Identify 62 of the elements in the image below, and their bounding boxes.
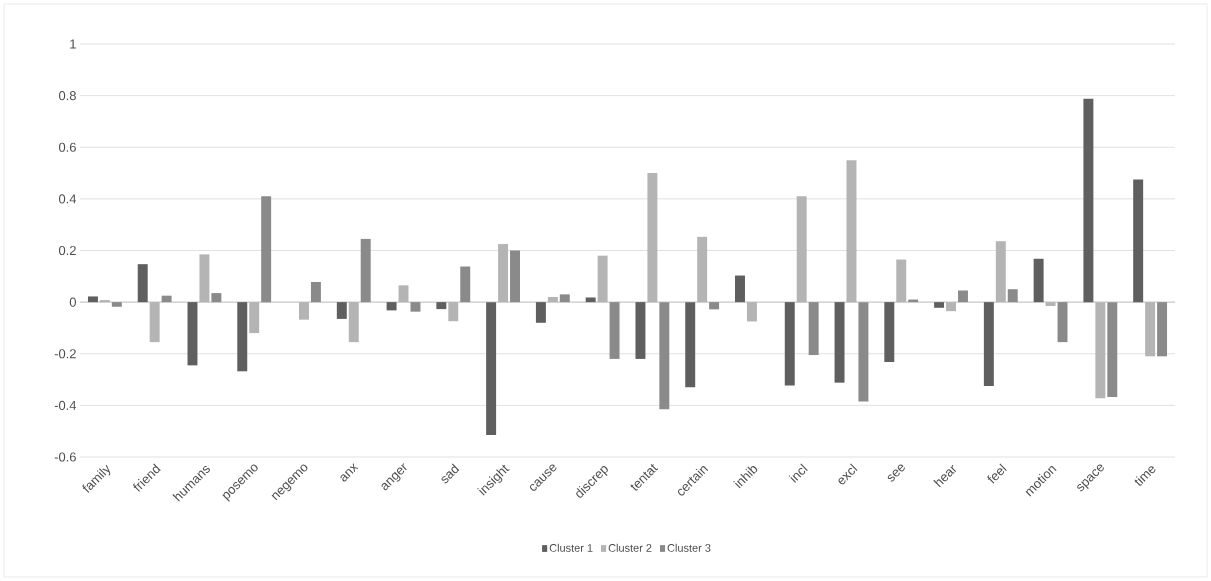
bar: [983, 302, 994, 387]
x-tick-label: time: [1134, 466, 1156, 486]
y-tick-label: 0.2: [58, 245, 76, 256]
bar: [559, 294, 570, 303]
x-tick-label: excl: [838, 463, 858, 485]
bar: [1083, 98, 1094, 303]
bar: [360, 238, 371, 303]
bar: [659, 302, 670, 410]
bar: [87, 296, 98, 303]
bar: [535, 302, 546, 323]
bar: [161, 295, 172, 303]
bar: [310, 281, 321, 303]
x-tick-label: hear: [933, 464, 957, 488]
legend-label: Cluster 3: [667, 543, 711, 552]
bar: [1133, 179, 1144, 303]
bar: [187, 302, 198, 366]
bar: [808, 302, 819, 356]
y-tick-label: -0.2: [54, 349, 76, 359]
bar: [510, 250, 520, 303]
y-tick-label: 1: [70, 39, 76, 49]
bar: [336, 302, 347, 319]
bar: [460, 266, 471, 303]
x-tick-label: anx: [340, 463, 359, 482]
bar: [834, 302, 845, 383]
bar: [486, 302, 497, 436]
bar: [1107, 302, 1118, 398]
bar: [858, 302, 869, 402]
y-tick-label: 0.8: [58, 91, 76, 101]
y-tick-label: -0.4: [54, 400, 77, 410]
bar: [1007, 289, 1018, 303]
legend-label: Cluster 1: [549, 543, 593, 552]
y-tick-label: 0: [69, 297, 76, 307]
bar: [784, 302, 795, 386]
bar: [735, 275, 745, 303]
bar: [884, 302, 895, 363]
bar: [237, 302, 248, 372]
x-tick-label: incl: [788, 463, 808, 483]
x-tick-label: see: [887, 464, 905, 482]
bar: [386, 302, 397, 311]
y-tick-label: 0.6: [58, 142, 76, 152]
legend-label: Cluster 2: [608, 543, 652, 552]
bar: [585, 297, 596, 303]
bar: [436, 302, 447, 310]
bar: [685, 302, 696, 388]
bar: [137, 264, 148, 303]
x-tick-label: inhib: [733, 466, 758, 489]
bar: [111, 302, 122, 307]
bar: [609, 302, 620, 359]
bar: [1157, 302, 1168, 357]
x-tick-label: feel: [987, 463, 1007, 484]
bar: [934, 302, 945, 308]
bar: [410, 302, 421, 312]
x-tick-label: sad: [441, 463, 460, 484]
y-tick-label: 0.4: [58, 194, 77, 204]
bar: [635, 302, 646, 359]
bar: [1057, 302, 1068, 343]
bar: [957, 290, 968, 303]
bar: [1033, 258, 1044, 303]
bar: [211, 293, 222, 303]
bar: [709, 302, 720, 310]
y-tick-label: -0.6: [54, 452, 76, 462]
bar: [261, 196, 272, 303]
